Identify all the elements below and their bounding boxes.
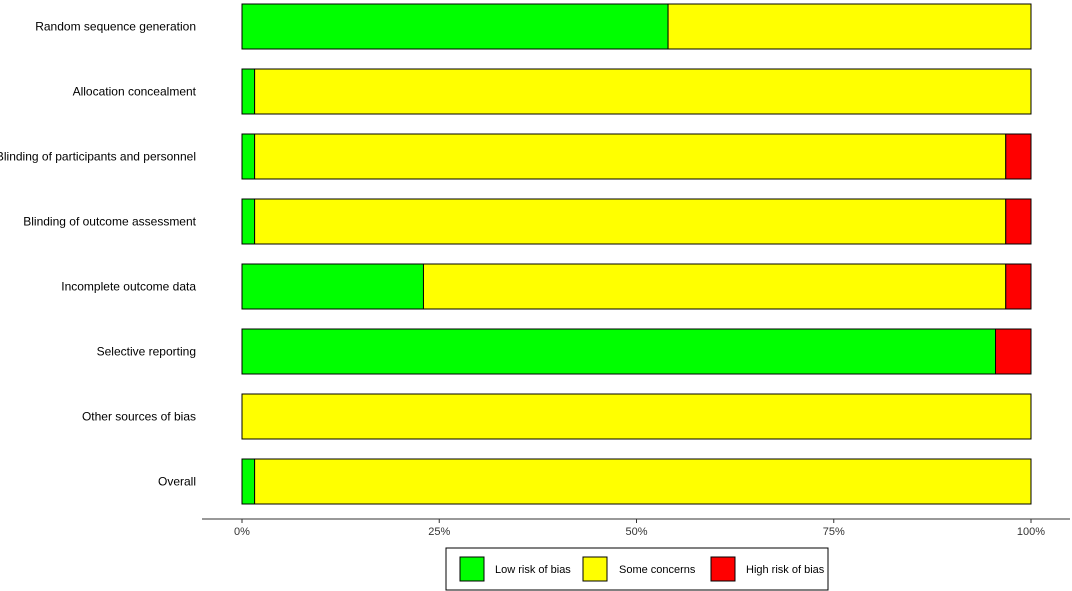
legend-key-high-risk-of-bias [710, 556, 736, 582]
category-label: Random sequence generation [35, 20, 196, 34]
bar-random-sequence-generation-low-risk-of-bias [241, 3, 669, 50]
legend-label-some-concerns: Some concerns [619, 564, 696, 576]
bar-blinding-of-outcome-assessment-some-concerns [254, 198, 1007, 245]
bar-overall-some-concerns [254, 458, 1032, 505]
legend-key-low-risk-of-bias [459, 556, 485, 582]
bar-allocation-concealment-some-concerns [254, 68, 1032, 115]
legend-label-low-risk-of-bias: Low risk of bias [495, 564, 571, 576]
bar-random-sequence-generation-some-concerns [667, 3, 1032, 50]
x-tick-label: 0% [234, 526, 250, 538]
category-labels: Random sequence generation Allocation con… [0, 20, 197, 489]
bar-blinding-of-participants-and-personnel-high-risk-of-bias [1005, 133, 1032, 180]
category-label: Other sources of bias [82, 410, 196, 424]
x-tick-label: 50% [625, 526, 647, 538]
bar-selective-reporting-low-risk-of-bias [241, 328, 996, 375]
bars-layer [241, 3, 1032, 505]
category-label: Blinding of outcome assessment [23, 215, 196, 229]
legend-box [445, 547, 829, 591]
bar-blinding-of-outcome-assessment-low-risk-of-bias [241, 198, 256, 245]
category-label: Blinding of participants and personnel [0, 150, 196, 164]
x-tick-label: 25% [428, 526, 450, 538]
x-axis: 0% 25% 50% 75% 100% [202, 518, 1070, 538]
bar-allocation-concealment-low-risk-of-bias [241, 68, 256, 115]
bar-incomplete-outcome-data-some-concerns [422, 263, 1007, 310]
bar-incomplete-outcome-data-high-risk-of-bias [1005, 263, 1032, 310]
category-label: Overall [158, 475, 196, 489]
legend-label-high-risk-of-bias: High risk of bias [746, 564, 825, 576]
bar-selective-reporting-high-risk-of-bias [994, 328, 1032, 375]
bar-other-sources-of-bias-some-concerns [241, 393, 1032, 440]
category-label: Incomplete outcome data [61, 280, 196, 294]
bar-blinding-of-outcome-assessment-high-risk-of-bias [1005, 198, 1032, 245]
category-label: Allocation concealment [73, 85, 197, 99]
bar-overall-low-risk-of-bias [241, 458, 256, 505]
bar-blinding-of-participants-and-personnel-low-risk-of-bias [241, 133, 256, 180]
bar-blinding-of-participants-and-personnel-some-concerns [254, 133, 1007, 180]
x-tick-label: 100% [1017, 526, 1045, 538]
legend-key-some-concerns [582, 556, 608, 582]
x-tick-label: 75% [823, 526, 845, 538]
category-label: Selective reporting [97, 345, 196, 359]
bar-incomplete-outcome-data-low-risk-of-bias [241, 263, 424, 310]
legend: Low risk of bias Some concerns High risk o… [445, 547, 829, 591]
